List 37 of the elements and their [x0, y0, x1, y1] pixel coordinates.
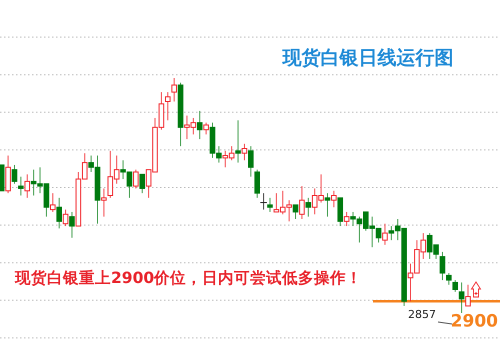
candlestick [18, 176, 24, 196]
candlestick [235, 120, 241, 164]
candlestick [254, 169, 260, 198]
candlestick [242, 143, 248, 161]
candlestick [196, 110, 203, 140]
candlestick [465, 284, 471, 306]
candlestick [248, 146, 254, 178]
annotation: 现货白银重上2900价位，日内可尝试低多操作！ [14, 269, 362, 287]
candlestick [382, 223, 388, 246]
candlestick [203, 122, 209, 135]
annotation: 2857 [408, 308, 436, 321]
candlestick [133, 169, 139, 189]
candlestick [331, 190, 337, 208]
candlestick [12, 164, 18, 184]
candlestick [56, 197, 62, 229]
candlestick [62, 209, 68, 227]
candlestick [324, 192, 330, 218]
candlestick [446, 272, 452, 286]
candlestick [69, 211, 75, 238]
candlestick [139, 174, 146, 194]
candlestick [458, 282, 464, 314]
candlestick [171, 78, 177, 102]
annotation: 2900 [450, 311, 498, 332]
candlestick [452, 280, 458, 292]
candlestick [24, 174, 30, 198]
candlestick [164, 92, 171, 121]
candlestick [101, 188, 107, 218]
candlestick [306, 197, 312, 218]
chart-title: 现货白银日线运行图 [282, 47, 454, 69]
candlestick [267, 197, 273, 212]
candlestick [292, 204, 298, 220]
candlestick [440, 251, 446, 281]
candlestick [337, 197, 344, 227]
candlestick [299, 186, 305, 220]
candlestick [50, 192, 56, 212]
candlestick [5, 155, 11, 194]
candlestick [344, 211, 350, 227]
